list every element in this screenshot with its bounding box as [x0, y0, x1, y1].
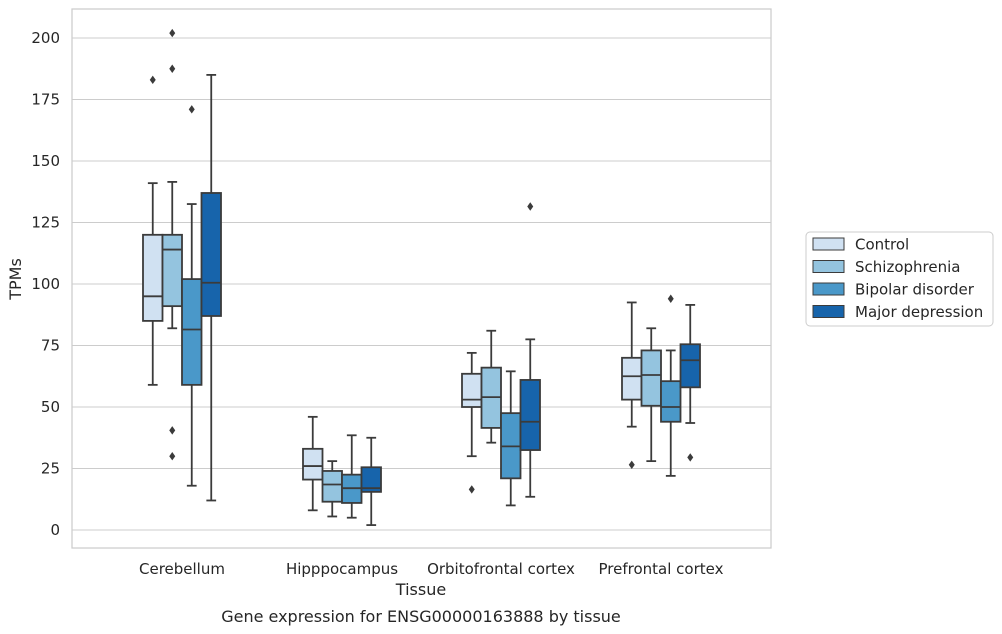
outlier-point	[169, 64, 176, 73]
y-tick-label: 125	[31, 214, 60, 232]
box-iqr	[142, 233, 164, 322]
y-tick-label: 100	[31, 275, 60, 293]
box-0-2	[461, 351, 483, 494]
outlier-point	[169, 28, 176, 38]
box-1-0	[161, 28, 183, 461]
box-0-1	[302, 415, 324, 512]
box-plot-series	[142, 28, 701, 526]
x-axis-label: Tissue	[395, 580, 446, 599]
box-iqr	[660, 380, 682, 423]
y-tick-label: 150	[31, 152, 60, 170]
y-tick-label: 200	[31, 29, 60, 47]
legend: Control Schizophrenia Bipolar disorder Majo…	[805, 231, 994, 327]
box-0-3	[621, 301, 643, 470]
outlier-point	[149, 75, 156, 85]
box-iqr	[360, 466, 382, 493]
box-0-0	[142, 75, 164, 386]
legend-label: Major depression	[855, 303, 983, 321]
box-1-1	[321, 460, 343, 518]
legend-label: Bipolar disorder	[855, 281, 975, 299]
outlier-point	[667, 294, 674, 303]
x-tick-label: Cerebellum	[139, 560, 225, 578]
x-tick-label: Prefrontal cortex	[599, 560, 724, 578]
box-iqr	[161, 233, 183, 308]
box-iqr	[519, 379, 541, 451]
box-iqr	[621, 356, 643, 401]
box-iqr	[302, 447, 324, 481]
y-tick-label: 50	[41, 398, 60, 416]
outlier-point	[468, 485, 475, 494]
box-iqr	[679, 343, 701, 389]
outlier-point	[188, 105, 195, 114]
y-tick-label: 0	[50, 521, 60, 539]
y-tick-label: 25	[41, 460, 60, 478]
outlier-point	[169, 452, 176, 461]
box-iqr	[321, 470, 343, 503]
box-iqr	[461, 372, 483, 408]
box-1-2	[480, 329, 502, 444]
legend-frame	[805, 231, 994, 327]
box-2-2	[500, 370, 522, 507]
box-3-1	[360, 436, 382, 526]
legend-swatch	[812, 237, 845, 251]
outlier-point	[169, 426, 176, 435]
x-tick-labels: Cerebellum Hipppocampus Orbitofrontal cort…	[139, 560, 724, 578]
y-tick-labels: 0 25 50 75 100 125 150 175 200	[31, 29, 60, 539]
outlier-point	[527, 202, 534, 211]
box-iqr	[200, 192, 222, 317]
y-tick-label: 175	[31, 91, 60, 109]
outlier-point	[687, 453, 694, 462]
y-axis-label: TPMs	[6, 258, 25, 301]
box-iqr	[640, 349, 662, 407]
plot-frame	[71, 8, 772, 549]
legend-swatch	[812, 260, 845, 273]
figure-caption: Gene expression for ENSG00000163888 by t…	[221, 607, 621, 626]
legend-label: Schizophrenia	[855, 258, 960, 276]
box-1-3	[640, 327, 662, 463]
legend-swatch	[812, 305, 845, 318]
outlier-point	[628, 460, 635, 470]
box-iqr	[181, 278, 203, 386]
box-3-2	[519, 202, 541, 498]
box-2-1	[341, 434, 363, 519]
box-2-3	[660, 294, 682, 477]
y-tick-label: 75	[41, 337, 60, 355]
box-3-0	[200, 74, 222, 502]
x-tick-label: Orbitofrontal cortex	[427, 560, 575, 578]
legend-label: Control	[855, 236, 909, 254]
box-2-0	[181, 105, 203, 487]
x-tick-label: Hipppocampus	[286, 560, 398, 578]
legend-swatch	[812, 282, 845, 296]
box-3-3	[679, 304, 701, 462]
